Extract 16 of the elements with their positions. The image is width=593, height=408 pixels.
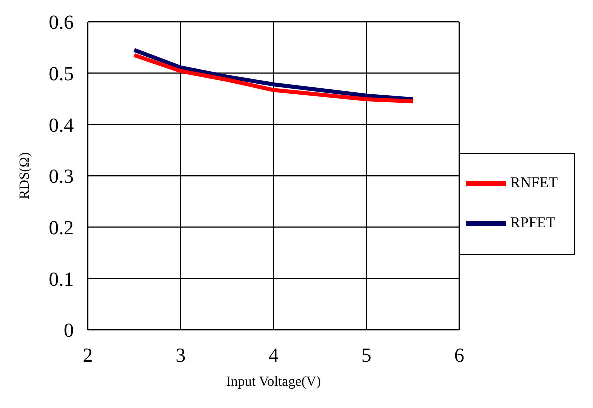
y-tick-label: 0.6 [49, 12, 74, 34]
x-tick-label: 3 [176, 345, 186, 368]
x-tick-label: 2 [83, 345, 93, 368]
legend-label: RNFET [510, 175, 558, 192]
legend-label: RPFET [510, 215, 556, 232]
y-tick-label: 0.3 [49, 166, 74, 188]
x-tick-label: 4 [268, 345, 279, 368]
y-tick-label: 0 [64, 320, 74, 342]
y-tick-label: 0.5 [49, 63, 74, 86]
x-tick-label: 5 [362, 345, 372, 368]
y-tick-label: 0.1 [49, 268, 74, 291]
y-axis-title: RDS(Ω) [18, 152, 33, 200]
x-tick-label: 6 [454, 345, 464, 368]
x-axis-title: Input Voltage(V) [226, 375, 322, 390]
y-tick-label: 0.4 [49, 114, 74, 137]
y-tick-label: 0.2 [49, 217, 74, 240]
